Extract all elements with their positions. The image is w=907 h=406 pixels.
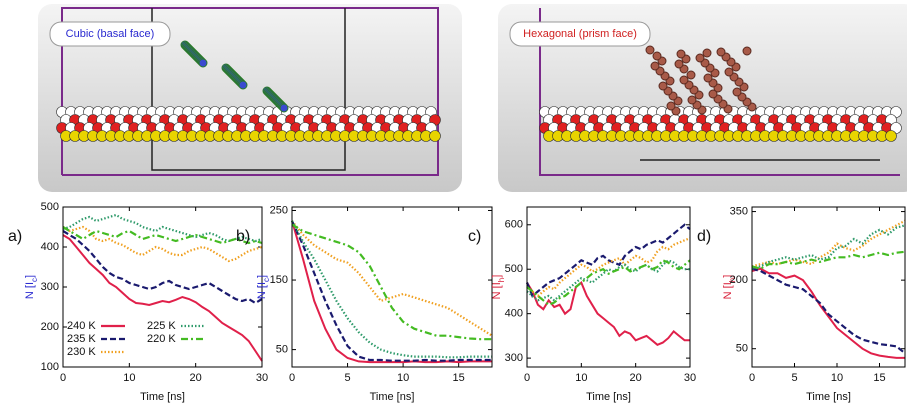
x-axis-label: Time [ns]: [140, 391, 185, 403]
y-tick-label: 400: [505, 308, 523, 320]
y-tick-label: 250: [270, 204, 288, 216]
atom: [717, 48, 725, 56]
y-tick-label: 300: [41, 281, 59, 293]
x-tick-label: 10: [575, 372, 587, 384]
y-tick-label: 50: [276, 344, 288, 356]
panel-label: a): [8, 228, 22, 245]
atom: [430, 131, 441, 142]
y-tick-label: 300: [505, 352, 523, 364]
y-tick-label: 500: [505, 263, 523, 275]
x-tick-label: 20: [190, 372, 202, 384]
atom: [886, 131, 897, 142]
data-line: [752, 269, 905, 354]
atom: [646, 46, 654, 54]
x-tick-label: 0: [524, 372, 530, 384]
data-line: [752, 225, 905, 268]
y-tick-label: 100: [41, 361, 59, 373]
x-tick-label: 5: [791, 372, 797, 384]
x-tick-label: 10: [123, 372, 135, 384]
page: Cubic (basal face) Hexagonal (prism face…: [0, 0, 907, 406]
x-tick-label: 20: [630, 372, 642, 384]
y-tick-label: 50: [736, 343, 748, 355]
plot-frame: [292, 207, 492, 367]
legend-label: 220 K: [147, 333, 176, 345]
x-tick-label: 5: [344, 372, 350, 384]
data-line: [292, 221, 492, 357]
x-axis-label: Time [ns]: [370, 391, 415, 403]
image-label: Cubic (basal face): [66, 28, 155, 40]
plot-frame: [527, 207, 690, 367]
atom: [725, 68, 733, 76]
data-line: [527, 238, 690, 296]
atom: [680, 76, 688, 84]
panel-label: c): [468, 228, 481, 245]
figure: Cubic (basal face) Hexagonal (prism face…: [0, 0, 907, 406]
legend-label: 235 K: [67, 333, 96, 345]
data-line: [63, 227, 262, 243]
x-tick-label: 10: [397, 372, 409, 384]
y-axis-label-part: ]: [491, 275, 503, 278]
y-axis-label-part: N [I: [24, 282, 36, 299]
atom: [743, 47, 751, 55]
atom: [659, 82, 667, 90]
atom: [239, 81, 247, 89]
x-tick-label: 0: [60, 372, 66, 384]
x-tick-label: 15: [873, 372, 885, 384]
atom: [709, 90, 717, 98]
legend-label: 230 K: [67, 346, 96, 358]
y-axis-label-part: ]: [256, 275, 268, 278]
atom: [696, 54, 704, 62]
atom: [653, 52, 661, 60]
y-tick-label: 500: [41, 201, 59, 213]
legend-label: 225 K: [147, 320, 176, 332]
y-tick-label: 200: [41, 321, 59, 333]
atom: [651, 62, 659, 70]
x-tick-label: 0: [289, 372, 295, 384]
y-axis-label: N [Ic]: [256, 275, 271, 299]
x-axis-label: Time [ns]: [586, 391, 631, 403]
x-tick-label: 15: [453, 372, 465, 384]
y-tick-label: 600: [505, 219, 523, 231]
y-axis-label-part: N [I: [256, 282, 268, 299]
panel-label: d): [697, 228, 711, 245]
data-line: [292, 221, 492, 361]
atom: [280, 104, 288, 112]
legend-label: 240 K: [67, 320, 96, 332]
atom: [687, 71, 695, 79]
x-axis-label: Time [ns]: [806, 391, 851, 403]
x-tick-label: 0: [749, 372, 755, 384]
atom: [688, 96, 696, 104]
atom: [733, 88, 741, 96]
image-label: Hexagonal (prism face): [523, 28, 637, 40]
data-line: [527, 283, 690, 345]
atom: [667, 102, 675, 110]
y-tick-label: 200: [730, 274, 748, 286]
y-tick-label: 150: [270, 274, 288, 286]
x-tick-label: 30: [684, 372, 696, 384]
atom: [704, 74, 712, 82]
atom: [703, 49, 711, 57]
y-tick-label: 350: [730, 205, 748, 217]
atom: [677, 50, 685, 58]
atom: [675, 60, 683, 68]
atom: [199, 59, 207, 67]
y-axis-label-part: N [I: [491, 282, 503, 299]
x-tick-label: 30: [256, 372, 268, 384]
x-tick-label: 10: [831, 372, 843, 384]
y-axis-label: N [Ih]: [491, 275, 506, 300]
y-tick-label: 400: [41, 241, 59, 253]
y-axis-label-part: ]: [24, 275, 36, 278]
panel-label: b): [236, 228, 250, 245]
y-axis-label: N [Ic]: [24, 275, 39, 299]
